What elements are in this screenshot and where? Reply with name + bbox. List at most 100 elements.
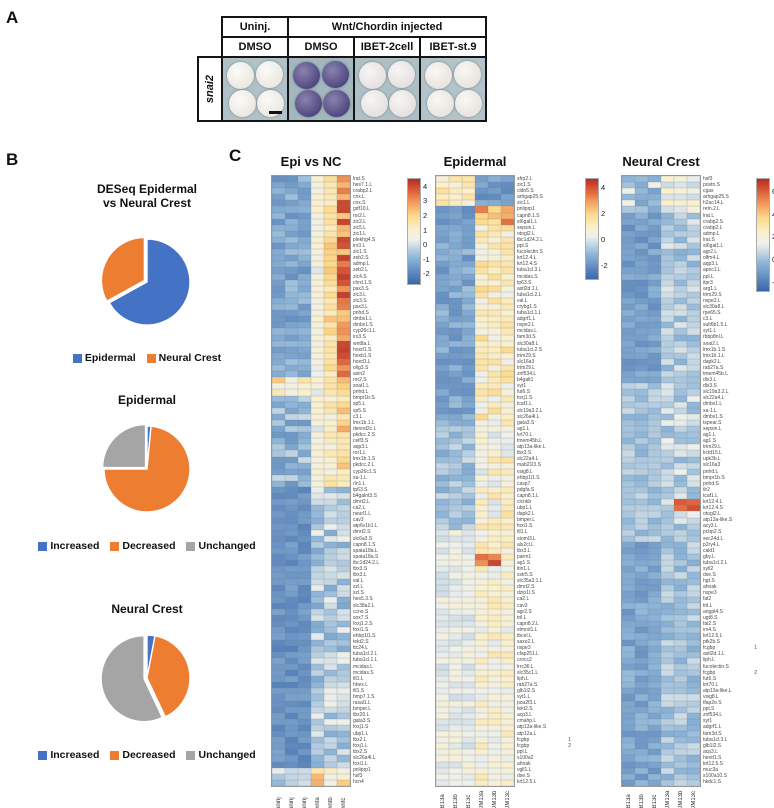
heatmap-cell (687, 560, 700, 567)
gene-label: lmx1b.1.S (353, 456, 376, 463)
heatmap-cell (462, 621, 475, 628)
heatmap-cell (272, 218, 285, 225)
heatmap-cell (622, 694, 635, 701)
heatmap-cell (462, 340, 475, 347)
heatmap-cell (622, 310, 635, 317)
heatmap-cell (475, 334, 488, 341)
heatmap-cell (298, 334, 311, 341)
heatmap-cell (661, 499, 674, 506)
heatmap-cell (674, 670, 687, 677)
heatmap-cell (436, 767, 449, 774)
gene-label: nxpe3 (703, 590, 717, 597)
heatmap-cell (462, 737, 475, 744)
heatmap-cell (501, 389, 514, 396)
heatmap-cell (436, 657, 449, 664)
heatmap-cell (635, 291, 648, 298)
legend-swatch (110, 750, 120, 760)
heatmap-cell (661, 273, 674, 280)
heatmap-cell (687, 334, 700, 341)
heatmap-cell (674, 328, 687, 335)
heatmap-cell (622, 755, 635, 762)
heatmap-cell (462, 297, 475, 305)
heatmap-cell (501, 383, 514, 390)
heatmap-cell (635, 389, 648, 396)
gene-label: krt12.4.S (703, 505, 724, 512)
heatmap-cell (501, 639, 514, 646)
heatmap-cell (285, 438, 298, 445)
heatmap-cell (475, 304, 488, 311)
heatmap-cell (635, 450, 648, 457)
heatmap-cell (475, 566, 488, 573)
heatmap-cell (337, 444, 350, 451)
heatmap-cell (475, 480, 488, 488)
heatmap-cell (661, 737, 674, 744)
heatmap-cell (635, 267, 648, 274)
heatmap-cell (462, 572, 475, 579)
heatmap-cell (674, 493, 687, 500)
heatmap-cell (449, 365, 462, 372)
heatmap-cell (488, 596, 501, 603)
pie-legend-deseq: Epidermal Neural Crest (33, 352, 261, 364)
heatmap-cell (687, 609, 700, 616)
gene-label: zic4.S (353, 273, 367, 280)
heatmap-cell (449, 218, 462, 225)
gene-label: sytl2 (703, 566, 714, 572)
heatmap-cell (462, 261, 475, 268)
heatmap-cell (635, 651, 648, 658)
heatmap-cell (324, 297, 337, 305)
heatmap-cell (462, 480, 475, 488)
heatmap-cell (674, 578, 687, 585)
colorbar-tick: 2 (601, 209, 606, 219)
heatmap-cell (622, 560, 635, 567)
heatmap-cell (436, 779, 449, 786)
heatmap-cell (324, 218, 337, 225)
heatmap-cell (311, 535, 324, 542)
heatmap-cell (488, 285, 501, 292)
heatmap-cell (635, 401, 648, 408)
heatmap-cell (298, 505, 311, 512)
heatmap-cell (622, 395, 635, 402)
sample-label: wntc (340, 797, 347, 808)
heatmap-cell (436, 218, 449, 225)
heatmap-cell (285, 663, 298, 671)
heatmap-cell (311, 572, 324, 579)
heatmap-cell (475, 182, 488, 189)
gene-label: mcidas.S (517, 273, 538, 280)
gene-label: pou2f3.L (517, 700, 537, 707)
heatmap-cell (449, 389, 462, 396)
gene-label: dmrt2.L (353, 498, 370, 505)
heatmap-cell (449, 432, 462, 439)
sample-label: wnta (314, 797, 321, 808)
heatmap-cell (337, 487, 350, 494)
heatmap-cell (475, 419, 488, 427)
heatmap-cell (648, 718, 661, 725)
heatmap-cell (272, 206, 285, 213)
heatmap-cell (674, 200, 687, 207)
heatmap-cell (285, 371, 298, 378)
heatmap-cell (648, 358, 661, 366)
heatmap-cell (687, 419, 700, 427)
heatmap-cell (462, 371, 475, 378)
heatmap-cell (674, 688, 687, 695)
heatmap-cell (436, 261, 449, 268)
gene-label: crybg1.S (517, 303, 537, 310)
gene-label: liph.L (517, 675, 529, 682)
heatmap-cell (462, 633, 475, 640)
gene-label: lrrc36.L (517, 663, 534, 670)
heatmap-cell (622, 499, 635, 506)
heatmap-cell (622, 670, 635, 677)
heatmap-cell (449, 328, 462, 335)
heatmap-cell (285, 676, 298, 683)
heatmap-cell (635, 474, 648, 481)
heatmap-cell (337, 572, 350, 579)
heatmap-cell (661, 743, 674, 750)
gene-label: hcn4 (353, 779, 364, 786)
heatmap-cell (337, 383, 350, 390)
heatmap-cell (436, 249, 449, 256)
heatmap-cell (311, 590, 324, 597)
heatmap-cell (687, 700, 700, 707)
heatmap-cell (674, 609, 687, 616)
heatmap-cell (436, 633, 449, 640)
heatmap-cell (462, 285, 475, 292)
heatmap-cell (324, 578, 337, 585)
